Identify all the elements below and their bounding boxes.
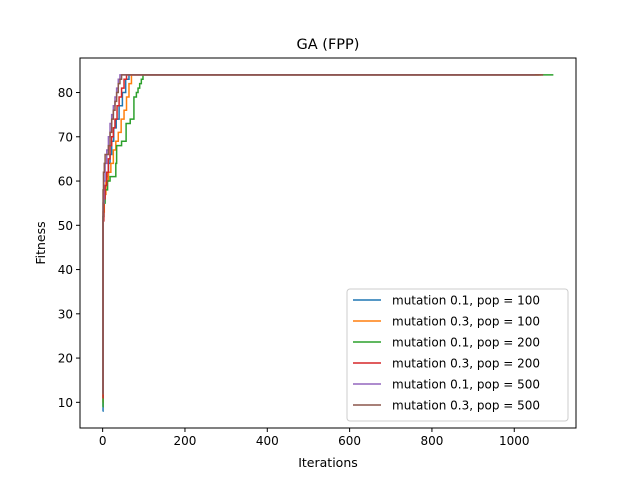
legend-label: mutation 0.3, pop = 200 [392, 357, 540, 371]
legend: mutation 0.1, pop = 100 mutation 0.3, pop… [346, 288, 569, 422]
legend-label: mutation 0.1, pop = 500 [392, 378, 540, 392]
y-tick-label: 10 [58, 396, 73, 410]
x-tick-label: 600 [338, 434, 361, 448]
plot-frame [79, 57, 577, 429]
y-tick-label: 40 [58, 263, 73, 277]
series-line-4 [102, 74, 544, 399]
series-line-3 [102, 74, 554, 408]
legend-label: mutation 0.3, pop = 500 [392, 399, 540, 413]
y-tick-label: 60 [58, 175, 73, 189]
x-tick-label: 1000 [499, 434, 530, 448]
y-tick-label: 70 [58, 130, 73, 144]
y-axis-label: Fitness [33, 221, 48, 264]
x-tick-label: 400 [256, 434, 279, 448]
legend-label: mutation 0.1, pop = 100 [392, 294, 540, 308]
legend-items: mutation 0.1, pop = 100 mutation 0.3, pop… [353, 294, 540, 413]
chart-title: GA (FPP) [297, 37, 360, 53]
x-axis-label: Iterations [298, 455, 358, 470]
legend-label: mutation 0.3, pop = 100 [392, 315, 540, 329]
series-line-6 [102, 74, 544, 395]
x-tick-label: 200 [174, 434, 197, 448]
y-tick-label: 20 [58, 352, 73, 366]
plot-lines [102, 74, 554, 412]
legend-label: mutation 0.1, pop = 200 [392, 336, 540, 350]
y-axis-ticks: 10 20 30 40 50 60 70 80 [58, 86, 80, 410]
y-tick-label: 30 [58, 307, 73, 321]
x-tick-label: 0 [99, 434, 107, 448]
y-tick-label: 80 [58, 86, 73, 100]
x-tick-label: 800 [420, 434, 443, 448]
legend-box [346, 288, 569, 422]
y-tick-label: 50 [58, 219, 73, 233]
x-axis-ticks: 0 200 400 600 800 1000 [99, 428, 530, 448]
